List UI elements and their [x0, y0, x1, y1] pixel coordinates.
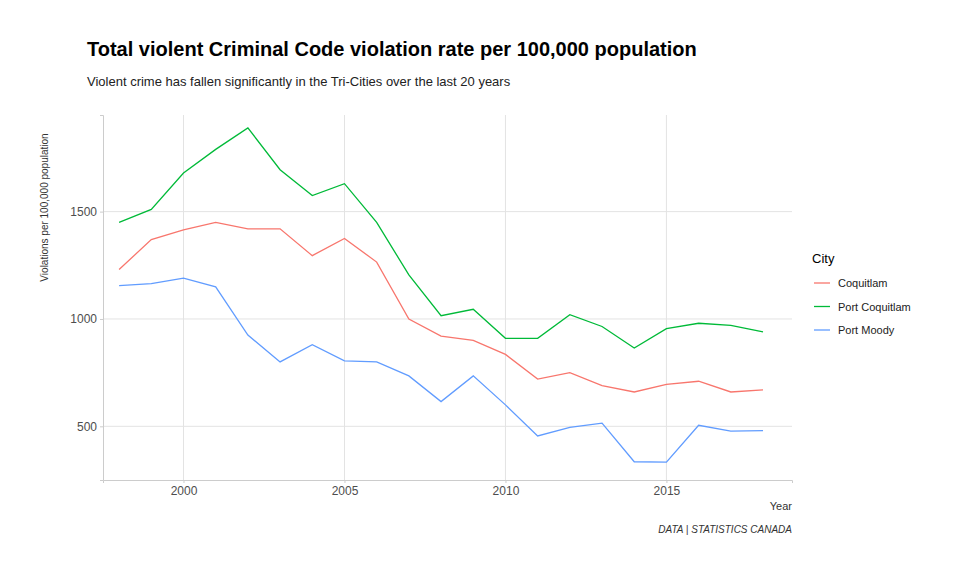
tick: 500 — [77, 420, 103, 434]
grid-line-x — [183, 115, 184, 480]
grid-line-y — [103, 318, 792, 319]
tick: 1500 — [70, 205, 103, 219]
legend: CityCoquitlam Port Coquitlam Port Moody — [812, 251, 911, 336]
y-axis: 500 1000 1500 — [70, 116, 103, 481]
grid-line-y — [103, 211, 792, 212]
tick: 1000 — [70, 312, 103, 326]
tick-label: 2000 — [171, 484, 198, 498]
series-line — [119, 222, 763, 392]
tick: 2010 — [493, 480, 520, 498]
grid-line-x — [505, 115, 506, 480]
chart: 2000 2005 2010 2015 500 1000 1500 Total violent… — [0, 0, 960, 576]
legend-label: Port Coquitlam — [838, 301, 911, 313]
grid-line-x — [344, 115, 345, 480]
grid-line-y — [103, 426, 792, 427]
title: Total violent Criminal Code violation ra… — [87, 38, 697, 60]
tick-mark — [100, 319, 103, 320]
series-line — [119, 278, 763, 462]
tick-label: 500 — [77, 420, 97, 434]
tick-label: 2005 — [332, 484, 359, 498]
axis-line — [104, 481, 793, 484]
tick: 2005 — [332, 480, 359, 498]
subtitle: Violent crime has fallen significantly i… — [87, 74, 511, 89]
legend-key — [814, 306, 830, 307]
x-axis: 2000 2005 2010 2015 — [104, 480, 793, 498]
tick: 2000 — [171, 480, 198, 498]
tick-mark — [100, 212, 103, 213]
legend-key — [814, 329, 830, 330]
legend-label: Coquitlam — [838, 277, 888, 289]
axis-line — [100, 116, 104, 481]
x-axis-title: Year — [770, 500, 793, 512]
legend-title: City — [812, 251, 835, 266]
tick-label: 2015 — [654, 484, 681, 498]
series-line — [119, 128, 763, 348]
tick-label: 1500 — [70, 205, 97, 219]
grid-line-x — [666, 115, 667, 480]
legend-label: Port Moody — [838, 324, 895, 336]
tick-label: 2010 — [493, 484, 520, 498]
grid — [103, 115, 792, 480]
tick-mark — [100, 426, 103, 427]
legend-key — [814, 282, 830, 283]
tick: 2015 — [654, 480, 681, 498]
y-axis-title: Violations per 100,000 population — [39, 133, 50, 281]
tick-label: 1000 — [70, 312, 97, 326]
caption: DATA | STATISTICS CANADA — [658, 524, 792, 535]
lines — [119, 128, 763, 462]
